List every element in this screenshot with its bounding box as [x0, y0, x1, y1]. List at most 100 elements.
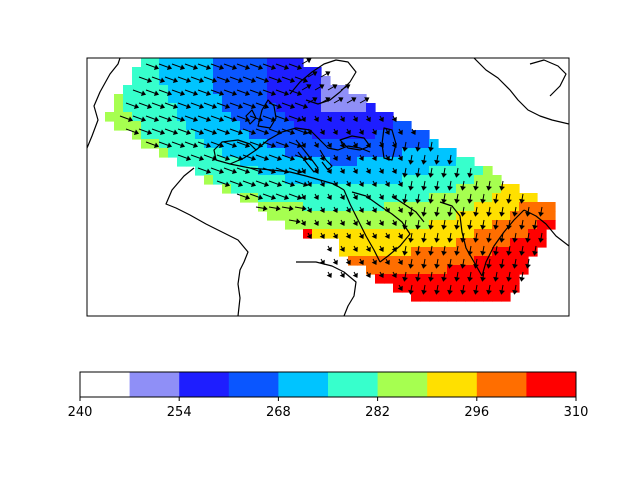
- field-cell: [366, 256, 376, 266]
- field-cell: [411, 220, 421, 230]
- field-cell: [240, 67, 250, 77]
- field-cell: [492, 229, 502, 239]
- field-cell: [240, 121, 250, 131]
- wind-vector-head: [365, 116, 371, 122]
- field-cell: [438, 193, 448, 203]
- field-cell: [465, 175, 475, 185]
- field-cell: [348, 220, 358, 230]
- field-cell: [438, 166, 448, 176]
- wind-vector-head: [467, 224, 473, 230]
- field-cell: [141, 121, 151, 131]
- field-cell: [528, 238, 538, 248]
- wind-vector-head: [192, 142, 199, 149]
- wind-vector-head: [140, 116, 147, 123]
- wind-vector-head: [358, 155, 364, 161]
- field-cell: [456, 193, 466, 203]
- field-cell: [393, 238, 403, 248]
- wind-vector-head: [319, 233, 325, 239]
- field-cell: [384, 229, 394, 239]
- field-cell: [303, 67, 313, 77]
- field-cell: [168, 121, 178, 131]
- wind-vector-head: [408, 211, 414, 217]
- field-cell: [231, 58, 241, 68]
- wind-vector-head: [365, 168, 371, 174]
- field-cell: [339, 184, 349, 194]
- field-cell: [393, 211, 403, 221]
- field-cell: [303, 175, 313, 185]
- wind-vector-head: [499, 211, 505, 217]
- field-cell: [267, 58, 277, 68]
- field-cell: [429, 139, 439, 149]
- field-cell: [258, 112, 268, 122]
- field-cell: [384, 139, 394, 149]
- wind-vector-head: [402, 172, 408, 178]
- field-cell: [456, 211, 466, 221]
- field-cell: [492, 202, 502, 212]
- field-cell: [483, 175, 493, 185]
- field-cell: [249, 193, 259, 203]
- wind-vector-head: [296, 64, 303, 71]
- wind-vector-head: [244, 64, 251, 71]
- coastline-arabia: [351, 191, 411, 263]
- coastline-west-africa: [165, 167, 249, 316]
- field-cell: [375, 220, 385, 230]
- field-cell: [276, 184, 286, 194]
- field-cell: [249, 94, 259, 104]
- field-cell: [186, 148, 196, 158]
- field-cell: [528, 202, 538, 212]
- wind-vector-head: [532, 250, 538, 256]
- wind-vector-head: [428, 276, 434, 282]
- colorbar-band-1: [129, 372, 180, 397]
- wind-vector-head: [454, 224, 460, 230]
- wind-vector-head: [365, 220, 371, 226]
- field-cell: [186, 157, 196, 167]
- field-cell: [420, 193, 430, 203]
- colorbar-band-5: [328, 372, 379, 397]
- field-cell: [204, 175, 214, 185]
- wind-vector-head: [296, 90, 303, 97]
- wind-vector-head: [473, 211, 479, 217]
- field-cell: [447, 193, 457, 203]
- field-cell: [204, 76, 214, 86]
- wind-vector-head: [296, 168, 303, 175]
- wind-vector-head: [319, 259, 325, 265]
- wind-vector-head: [263, 77, 270, 84]
- wind-vector-head: [378, 142, 384, 148]
- field-cell: [402, 193, 412, 203]
- field-cell: [402, 283, 412, 293]
- wind-vector-head: [525, 263, 531, 269]
- wind-vector-head: [332, 233, 338, 239]
- field-cell: [213, 94, 223, 104]
- field-cell: [465, 238, 475, 248]
- field-cell: [384, 202, 394, 212]
- colorbar-tick-label-0: 240: [68, 405, 93, 420]
- field-cell: [186, 130, 196, 140]
- wind-vector-head: [454, 172, 460, 178]
- field-cell: [348, 202, 358, 212]
- field-cell: [429, 211, 439, 221]
- field-cell: [204, 148, 214, 158]
- field-cell: [348, 211, 358, 221]
- wind-vector-head: [198, 103, 205, 110]
- field-cell: [123, 112, 133, 122]
- field-cell: [168, 130, 178, 140]
- wind-vector-head: [408, 289, 414, 295]
- field-cell: [339, 247, 349, 257]
- wind-vector-head: [402, 146, 408, 152]
- field-cell: [393, 166, 403, 176]
- field-cell: [366, 202, 376, 212]
- wind-vector-head: [198, 77, 205, 84]
- field-cell: [285, 193, 295, 203]
- wind-vector-head: [133, 103, 140, 110]
- field-cell: [447, 229, 457, 239]
- field-cell: [141, 103, 151, 113]
- field-cell: [492, 265, 502, 275]
- field-cell: [357, 238, 367, 248]
- coastline-britain: [257, 99, 277, 129]
- wind-vector-head: [283, 168, 290, 175]
- field-cell: [330, 184, 340, 194]
- field-cell: [123, 85, 133, 95]
- field-cell: [267, 94, 277, 104]
- field-cell: [420, 247, 430, 257]
- field-cell: [366, 139, 376, 149]
